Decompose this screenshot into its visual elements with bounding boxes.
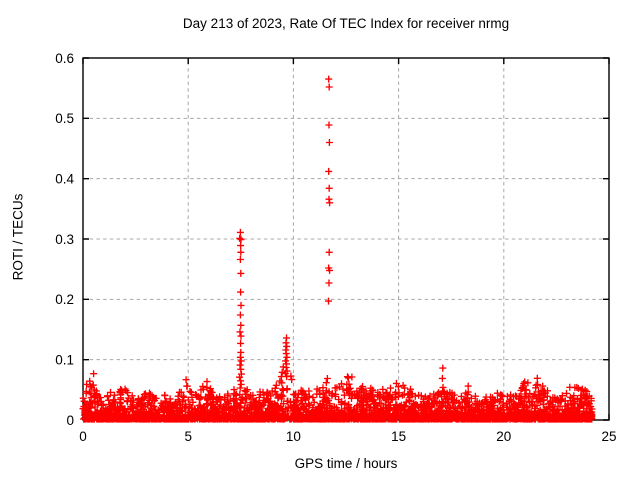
y-tick-label: 0.2 <box>55 292 74 307</box>
roti-data-points <box>79 75 596 423</box>
chart-title: Day 213 of 2023, Rate Of TEC Index for r… <box>182 16 510 31</box>
y-tick-label: 0 <box>66 413 74 428</box>
y-axis-label: ROTI / TECUs <box>10 193 26 281</box>
x-axis-label: GPS time / hours <box>294 456 398 471</box>
x-tick-label: 0 <box>79 429 87 444</box>
x-tick-label: 10 <box>286 429 301 444</box>
x-tick-label: 20 <box>496 429 511 444</box>
x-tick-label: 25 <box>601 429 616 444</box>
x-tick-label: 15 <box>391 429 406 444</box>
grid-lines <box>83 58 609 420</box>
y-tick-label: 0.4 <box>55 171 74 186</box>
y-tick-label: 0.5 <box>55 111 74 126</box>
y-tick-label: 0.6 <box>55 51 74 66</box>
y-tick-label: 0.3 <box>55 232 74 247</box>
x-tick-label: 5 <box>184 429 192 444</box>
y-tick-label: 0.1 <box>55 352 74 367</box>
